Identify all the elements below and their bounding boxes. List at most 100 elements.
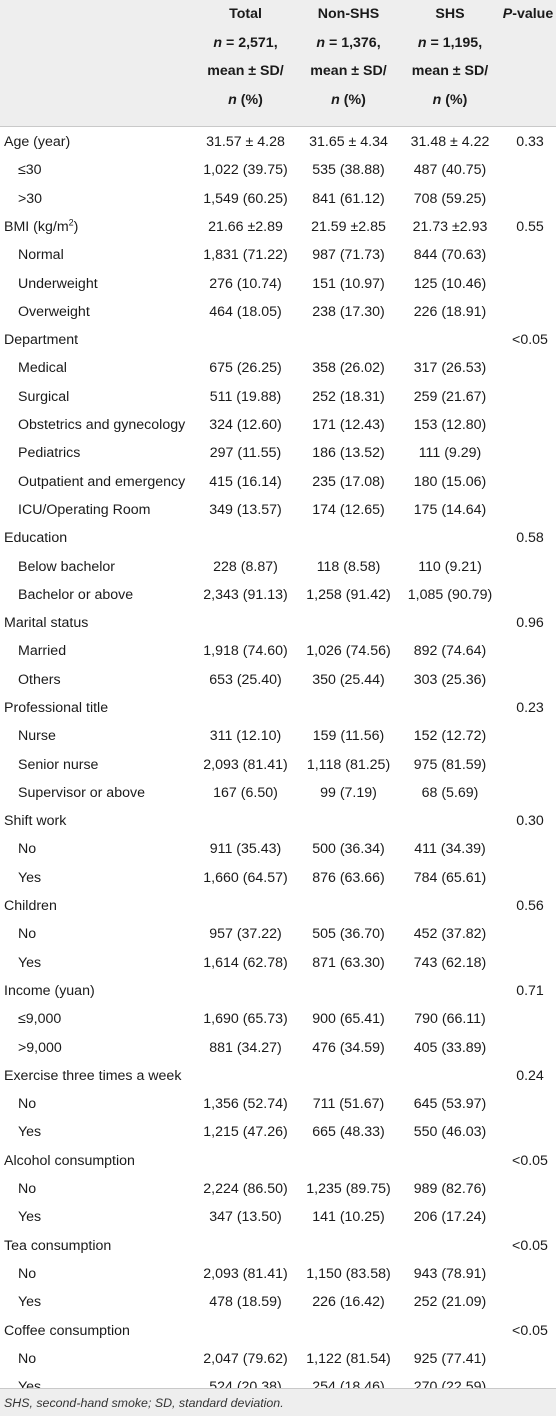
row-label-text: No	[18, 1096, 37, 1113]
row-label-text: Below bachelor	[18, 558, 116, 575]
table-row: Department <0.05	[0, 326, 556, 354]
row-label: Marital status	[0, 609, 194, 637]
cell-shs: 226 (18.91)	[413, 303, 487, 320]
cell-non-shs: 186 (13.52)	[312, 445, 385, 462]
row-label-text: Marital status	[4, 615, 89, 632]
row-label-text: Income (yuan)	[4, 982, 95, 999]
cell-shs	[400, 609, 500, 637]
cell-shs	[400, 1232, 500, 1260]
row-label-text: No	[18, 926, 37, 943]
table-row: Outpatient and emergency 415 (16.14) 235 (…	[0, 468, 556, 496]
row-label: Overweight	[0, 298, 194, 326]
header-non-shs-stat-n: n	[331, 91, 340, 108]
row-label: ICU/Operating Room	[0, 496, 194, 524]
cell-total: 297 (11.55)	[209, 445, 282, 462]
cell-total: 1,215 (47.26)	[203, 1124, 288, 1141]
table-row: Yes 347 (13.50) 141 (10.25) 206 (17.24)	[0, 1203, 556, 1231]
cell-non-shs: 1,026 (74.56)	[306, 643, 391, 660]
cell-shs: 259 (21.67)	[413, 388, 487, 405]
header-shs-stat: mean ± SD/	[411, 63, 489, 79]
cell-non-shs	[297, 1062, 400, 1090]
row-label-text: Senior nurse	[18, 756, 99, 773]
table-row: No 957 (37.22) 505 (36.70) 452 (37.82)	[0, 920, 556, 948]
cell-total: 349 (13.57)	[209, 501, 282, 518]
cell-non-shs: 252 (18.31)	[312, 388, 385, 405]
table-row: Yes 1,660 (64.57) 876 (63.66) 784 (65.61)	[0, 864, 556, 892]
cell-pvalue	[500, 269, 556, 297]
cell-non-shs: 238 (17.30)	[312, 303, 385, 320]
table-row: Overweight 464 (18.05) 238 (17.30) 226 (18.…	[0, 298, 556, 326]
row-label: No	[0, 1090, 194, 1118]
cell-pvalue	[500, 1175, 556, 1203]
header-non-shs-n-value: = 1,376,	[328, 34, 381, 51]
cell-shs: 925 (77.41)	[413, 1350, 487, 1367]
cell-total: 675 (26.25)	[209, 360, 282, 377]
cell-non-shs: 174 (12.65)	[312, 501, 385, 518]
row-label-text: Normal	[18, 247, 64, 264]
cell-shs	[400, 524, 500, 552]
cell-non-shs: 118 (8.58)	[316, 558, 381, 575]
cell-total: 2,224 (86.50)	[203, 1181, 288, 1198]
cell-non-shs: 900 (65.41)	[312, 1011, 385, 1028]
header-total-stat: mean ± SD/	[207, 63, 284, 79]
cell-total: 2,093 (81.41)	[203, 756, 288, 773]
cell-total	[194, 1316, 297, 1344]
cell-pvalue	[500, 581, 556, 609]
row-label: Shift work	[0, 807, 194, 835]
table-row: Tea consumption <0.05	[0, 1232, 556, 1260]
table-row: Supervisor or above 167 (6.50) 99 (7.19) 68…	[0, 779, 556, 807]
cell-non-shs	[297, 892, 400, 920]
cell-pvalue: <0.05	[512, 1237, 548, 1254]
row-label-text: Underweight	[18, 275, 98, 292]
table-row: Nurse 311 (12.10) 159 (11.56) 152 (12.72)	[0, 722, 556, 750]
cell-non-shs: 1,258 (91.42)	[306, 586, 391, 603]
cell-total: 2,343 (91.13)	[203, 586, 288, 603]
cell-shs: 452 (37.82)	[413, 926, 487, 943]
cell-total	[194, 892, 297, 920]
cell-shs	[400, 694, 500, 722]
cell-non-shs: 235 (17.08)	[312, 473, 385, 490]
cell-pvalue	[500, 156, 556, 184]
cell-pvalue: <0.05	[512, 1152, 548, 1169]
cell-shs: 175 (14.64)	[413, 501, 487, 518]
row-label: No	[0, 1175, 194, 1203]
table-row: Exercise three times a week 0.24	[0, 1062, 556, 1090]
header-total-title: Total	[229, 6, 262, 22]
cell-total: 1,022 (39.75)	[203, 162, 288, 179]
cell-non-shs	[297, 977, 400, 1005]
cell-total: 1,660 (64.57)	[203, 869, 288, 886]
header-non-shs-stat: mean ± SD/	[310, 63, 387, 79]
cell-total: 1,356 (52.74)	[203, 1096, 288, 1113]
data-table: Age (year) 31.57 ± 4.28 31.65 ± 4.34 31.48 …	[0, 128, 556, 1401]
row-label-text: Yes	[18, 954, 42, 971]
cell-pvalue	[500, 779, 556, 807]
cell-pvalue	[500, 1034, 556, 1062]
cell-total: 957 (37.22)	[209, 926, 282, 943]
table-row: ≤9,000 1,690 (65.73) 900 (65.41) 790 (66.11…	[0, 1005, 556, 1033]
cell-total: 1,549 (60.25)	[203, 190, 288, 207]
cell-shs: 303 (25.36)	[413, 671, 487, 688]
row-label: Surgical	[0, 383, 194, 411]
header-non-shs: Non-SHS n = 1,376, mean ± SD/ n (%)	[297, 0, 400, 126]
row-label: No	[0, 1260, 194, 1288]
row-label-end: )	[73, 218, 79, 235]
row-label-text: Tea consumption	[4, 1237, 112, 1254]
cell-shs: 317 (26.53)	[413, 360, 487, 377]
row-label-text: ≤30	[18, 162, 42, 179]
row-label-text: Bachelor or above	[18, 586, 134, 603]
cell-pvalue: 0.96	[516, 615, 544, 632]
row-label-text: Overweight	[18, 303, 90, 320]
row-label: >9,000	[0, 1034, 194, 1062]
cell-shs: 152 (12.72)	[413, 728, 487, 745]
footer-divider	[0, 1388, 556, 1389]
cell-pvalue: 0.23	[516, 699, 544, 716]
table-row: Age (year) 31.57 ± 4.28 31.65 ± 4.34 31.48 …	[0, 128, 556, 156]
row-label-text: Pediatrics	[18, 445, 81, 462]
cell-shs: 790 (66.11)	[414, 1011, 486, 1028]
cell-pvalue: 0.33	[516, 134, 544, 151]
row-label: Outpatient and emergency	[0, 468, 194, 496]
header-divider	[0, 126, 556, 127]
cell-non-shs: 987 (71.73)	[312, 247, 385, 264]
cell-pvalue: 0.55	[516, 218, 544, 235]
cell-non-shs: 665 (48.33)	[312, 1124, 385, 1141]
